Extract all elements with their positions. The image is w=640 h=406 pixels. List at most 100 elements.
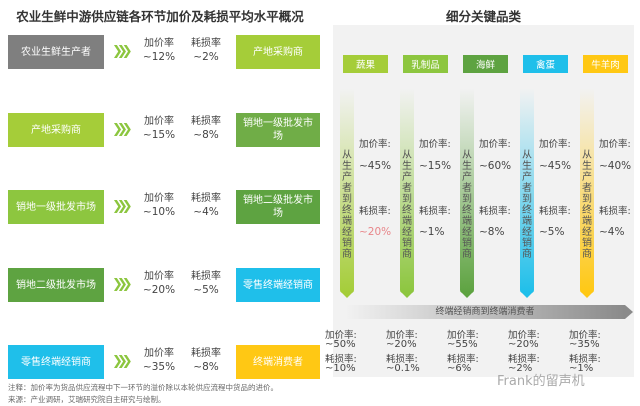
bar-text: 从生产者到终端经销商 <box>582 150 592 260</box>
loss-label: 耗损率 <box>191 38 221 49</box>
loss-label: 耗损率 <box>191 116 221 127</box>
consumer-loss-label: 耗损率: <box>569 354 601 365</box>
loss-value: ~1% <box>419 226 445 238</box>
category-tag: 禽蛋 <box>523 55 568 73</box>
consumer-loss-label: 耗损率: <box>325 354 357 365</box>
bar-text: 从生产者到终端经销商 <box>402 150 412 260</box>
bar-text: 从生产者到终端经销商 <box>522 150 532 260</box>
consumer-loss-value: ~6% <box>447 363 472 374</box>
loss-value: ~8% <box>479 226 505 238</box>
markup-label: 加价率: <box>539 139 571 150</box>
markup-value: ~35% <box>142 361 176 373</box>
stage-to: 零售终端经销商 <box>236 268 320 302</box>
markup-value: ~12% <box>142 51 176 63</box>
consumer-markup-label: 加价率: <box>447 330 479 341</box>
right-title: 细分关键品类 <box>445 9 521 24</box>
chevron-right-icon: ❯❯❯ <box>112 277 133 292</box>
markup-value: ~45% <box>359 160 392 172</box>
consumer-markup-label: 加价率: <box>386 330 418 341</box>
consumer-loss-value: ~0.1% <box>386 363 420 374</box>
watermark: Frank的留声机 <box>497 374 585 389</box>
markup-label: 加价率 <box>144 116 174 127</box>
consumer-markup-value: ~55% <box>447 339 478 350</box>
category-bar <box>580 88 594 293</box>
loss-label: 耗损率: <box>359 206 391 217</box>
loss-value: ~4% <box>599 226 625 238</box>
consumer-loss-value: ~10% <box>325 363 356 374</box>
loss-value: ~20% <box>359 226 392 238</box>
markup-value: ~15% <box>419 160 452 172</box>
markup-value: ~10% <box>142 206 176 218</box>
consumer-markup-label: 加价率: <box>508 330 540 341</box>
stage-to: 销地一级批发市场 <box>236 113 320 147</box>
markup-value: ~60% <box>479 160 512 172</box>
loss-label: 耗损率 <box>191 348 221 359</box>
stage-from: 产地采购商 <box>8 113 104 147</box>
markup-label: 加价率: <box>419 139 451 150</box>
arrow-down-icon <box>460 291 474 298</box>
chevron-right-icon: ❯❯❯ <box>112 199 133 214</box>
chevron-right-icon: ❯❯❯ <box>112 44 133 59</box>
markup-label: 加价率: <box>599 139 631 150</box>
consumer-markup-label: 加价率: <box>569 330 601 341</box>
consumer-markup-value: ~50% <box>325 339 356 350</box>
loss-value: ~8% <box>193 361 219 373</box>
category-tag: 牛羊肉 <box>583 55 628 73</box>
stage-from: 销地二级批发市场 <box>8 268 104 302</box>
consumer-markup-label: 加价率: <box>325 330 357 341</box>
markup-label: 加价率 <box>144 38 174 49</box>
markup-value: ~20% <box>142 284 176 296</box>
stage-from: 农业生鲜生产者 <box>8 35 104 69</box>
stage-from: 零售终端经销商 <box>8 345 104 379</box>
footnote-source: 来源：产业调研，艾瑞研究院自主研究与绘制。 <box>8 395 166 404</box>
consumer-loss-label: 耗损率: <box>447 354 479 365</box>
loss-label: 耗损率 <box>191 271 221 282</box>
category-tag: 海鲜 <box>463 55 508 73</box>
category-bar <box>340 88 354 293</box>
consumer-flow-arrow: 终端经销商到终端消费者 <box>345 305 633 319</box>
loss-label: 耗损率 <box>191 193 221 204</box>
loss-value: ~2% <box>193 51 219 63</box>
stage-to: 终端消费者 <box>236 345 320 379</box>
markup-label: 加价率 <box>144 193 174 204</box>
markup-label: 加价率 <box>144 348 174 359</box>
loss-value: ~5% <box>539 226 565 238</box>
chevron-right-icon: ❯❯❯ <box>112 122 133 137</box>
left-title: 农业生鲜中游供应链各环节加价及耗损平均水平概况 <box>16 9 304 24</box>
arrow-down-icon <box>400 291 414 298</box>
loss-label: 耗损率: <box>479 206 511 217</box>
arrow-down-icon <box>520 291 534 298</box>
consumer-markup-value: ~20% <box>508 339 539 350</box>
consumer-loss-label: 耗损率: <box>508 354 540 365</box>
consumer-loss-label: 耗损率: <box>386 354 418 365</box>
markup-label: 加价率: <box>359 139 391 150</box>
consumer-markup-value: ~20% <box>386 339 417 350</box>
category-bar <box>460 88 474 293</box>
category-tag: 乳制品 <box>403 55 448 73</box>
bar-text: 从生产者到终端经销商 <box>462 150 472 260</box>
loss-label: 耗损率: <box>419 206 451 217</box>
stage-to: 销地二级批发市场 <box>236 190 320 224</box>
markup-value: ~40% <box>599 160 632 172</box>
markup-value: ~45% <box>539 160 572 172</box>
chevron-right-icon: ❯❯❯ <box>112 354 133 369</box>
consumer-loss-value: ~2% <box>508 363 533 374</box>
markup-label: 加价率: <box>479 139 511 150</box>
bar-text: 从生产者到终端经销商 <box>342 150 352 260</box>
footnote-note: 注释：加价率为货品供应流程中下一环节的溢价除以本轮供应流程中货品的进价。 <box>8 383 278 392</box>
loss-value: ~5% <box>193 284 219 296</box>
consumer-loss-value: ~1% <box>569 363 594 374</box>
loss-label: 耗损率: <box>539 206 571 217</box>
category-bar <box>520 88 534 293</box>
arrow-down-icon <box>340 291 354 298</box>
loss-value: ~8% <box>193 129 219 141</box>
consumer-markup-value: ~35% <box>569 339 600 350</box>
stage-from: 销地一级批发市场 <box>8 190 104 224</box>
loss-value: ~4% <box>193 206 219 218</box>
category-bar <box>400 88 414 293</box>
stage-to: 产地采购商 <box>236 35 320 69</box>
markup-value: ~15% <box>142 129 176 141</box>
arrow-down-icon <box>580 291 594 298</box>
category-tag: 蔬果 <box>343 55 388 73</box>
loss-label: 耗损率: <box>599 206 631 217</box>
